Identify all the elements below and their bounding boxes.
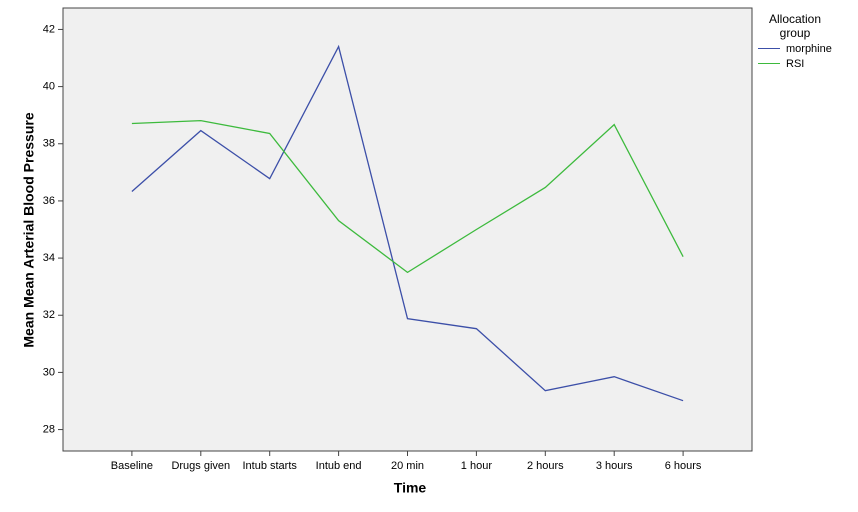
x-tick-label: Intub end — [316, 460, 362, 472]
legend-swatch — [758, 48, 780, 49]
legend-title: Allocation group — [768, 12, 822, 40]
legend: Allocation group morphine RSI — [752, 12, 858, 70]
series-line — [131, 119, 684, 274]
x-tick-label: 6 hours — [665, 460, 702, 472]
y-tick-label: 40 — [43, 81, 55, 93]
x-tick-label: 2 hours — [527, 460, 564, 472]
y-tick-label: 36 — [43, 195, 55, 207]
y-tick-label: 30 — [43, 366, 55, 378]
x-tick-label: 20 min — [391, 460, 424, 472]
plot-area — [62, 7, 753, 452]
legend-label: RSI — [786, 57, 805, 70]
x-axis-label: Time — [394, 480, 427, 496]
x-tick-label: 3 hours — [596, 460, 633, 472]
y-axis-label: Mean Mean Arterial Blood Pressure — [21, 112, 37, 347]
series-line — [131, 44, 684, 402]
legend-item: morphine — [752, 42, 858, 55]
y-tick-label: 42 — [43, 23, 55, 35]
y-tick-label: 38 — [43, 138, 55, 150]
x-tick-label: Intub starts — [242, 460, 297, 472]
legend-item: RSI — [752, 57, 858, 70]
y-tick-label: 34 — [43, 252, 55, 264]
y-tick-label: 32 — [43, 309, 55, 321]
x-tick-label: Drugs given — [171, 460, 230, 472]
legend-swatch — [758, 63, 780, 64]
y-tick-label: 28 — [43, 423, 55, 435]
x-tick-label: 1 hour — [461, 460, 493, 472]
legend-label: morphine — [786, 42, 832, 55]
x-tick-label: Baseline — [111, 460, 153, 472]
